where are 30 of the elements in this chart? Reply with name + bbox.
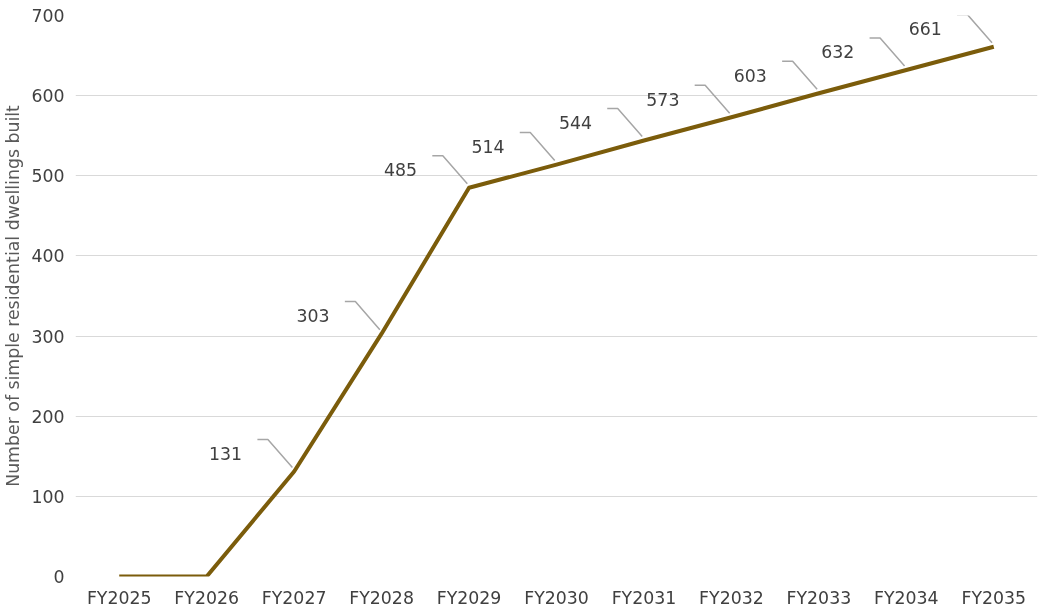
y-tick-label: 0 bbox=[53, 567, 65, 587]
text: 514 bbox=[471, 137, 505, 158]
y-tick-label: 400 bbox=[31, 246, 65, 267]
x-tick-label: FY2033 bbox=[786, 587, 852, 608]
line-series bbox=[117, 44, 996, 577]
x-tick-label: FY2027 bbox=[261, 587, 327, 608]
text: 603 bbox=[733, 65, 767, 86]
y-tick-label: 200 bbox=[31, 406, 65, 427]
x-tick-label: FY2029 bbox=[436, 587, 502, 608]
x-tick-label: FY2034 bbox=[873, 587, 939, 608]
x-tick-label: FY2025 bbox=[86, 587, 152, 608]
x-tick-label: FY2032 bbox=[699, 587, 764, 608]
text: 573 bbox=[646, 89, 680, 110]
text: 303 bbox=[296, 306, 330, 327]
text: 544 bbox=[558, 113, 592, 134]
text: 632 bbox=[821, 42, 855, 63]
y-tick-label: 300 bbox=[31, 326, 65, 347]
y-tick-label: 100 bbox=[31, 486, 65, 507]
y-axis-title: Number of simple residential dwellings built bbox=[3, 104, 24, 487]
text: 661 bbox=[908, 19, 942, 40]
x-tick-label: FY2030 bbox=[524, 587, 589, 608]
y-tick-label: 700 bbox=[31, 6, 65, 26]
y-tick-label: 500 bbox=[31, 166, 65, 187]
y-tick-label: 600 bbox=[31, 86, 65, 107]
x-tick-label: FY2028 bbox=[349, 587, 414, 608]
text: 485 bbox=[383, 160, 418, 181]
x-tick-label: FY2026 bbox=[174, 587, 240, 608]
x-tick-label: FY2035 bbox=[961, 587, 1027, 608]
text: 131 bbox=[209, 444, 243, 465]
x-tick-label: FY2031 bbox=[611, 587, 677, 608]
